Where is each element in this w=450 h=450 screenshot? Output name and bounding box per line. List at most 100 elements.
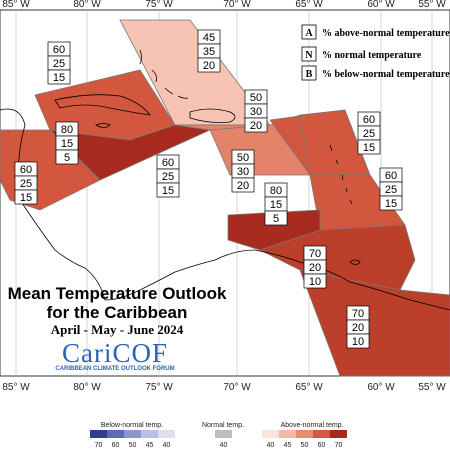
prob-above: 60 <box>53 44 65 56</box>
prob-above: 60 <box>385 170 397 182</box>
prob-above: 80 <box>270 185 282 197</box>
prob-above: 60 <box>20 164 32 176</box>
prob-below: 15 <box>53 72 65 84</box>
lon-top-label: 75° W <box>145 0 173 10</box>
prob-below: 15 <box>385 198 397 210</box>
lon-top-label: 60° W <box>367 0 395 10</box>
lon-bottom-label: 60° W <box>367 382 395 393</box>
prob-normal: 15 <box>270 199 282 211</box>
prob-box-guianas: 70 20 10 <box>346 305 370 349</box>
prob-below: 5 <box>64 152 70 164</box>
key-box-above <box>301 24 317 40</box>
prob-above: 50 <box>250 92 262 104</box>
above-swatch <box>313 430 330 438</box>
prob-below: 15 <box>20 192 32 204</box>
prob-box-bahamas: 45 35 20 <box>197 29 221 73</box>
above-swatch <box>279 430 296 438</box>
below-tick: 60 <box>112 442 120 449</box>
below-swatch <box>107 430 124 438</box>
prob-below: 20 <box>250 120 262 132</box>
prob-above: 70 <box>309 248 321 260</box>
prob-below: 10 <box>352 336 364 348</box>
prob-box-cayman-jamaica: 80 15 5 <box>55 121 79 165</box>
lon-top-label: 70° W <box>223 0 251 10</box>
prob-box-hispaniola-north: 50 30 20 <box>244 89 268 133</box>
prob-above: 80 <box>61 124 73 136</box>
prob-below: 15 <box>162 185 174 197</box>
above-tick: 60 <box>318 442 326 449</box>
prob-box-abc-islands: 80 15 5 <box>264 182 288 226</box>
prob-normal: 25 <box>53 58 65 70</box>
prob-below: 20 <box>237 180 249 192</box>
prob-below: 20 <box>203 60 215 72</box>
key-text-above: % above-normal temperature <box>322 28 450 39</box>
lon-labels-top: 85° W 80° W 75° W 70° W 65° W 60° W 55° … <box>2 0 446 10</box>
prob-normal: 25 <box>363 128 375 140</box>
key-text-below: % below-normal temperature <box>322 69 450 80</box>
lon-bottom-label: 75° W <box>145 382 173 393</box>
logo-name: CariCOF <box>61 338 168 368</box>
map-title-line2: for the Caribbean <box>46 303 188 322</box>
legend-normal-label: Normal temp. <box>202 422 244 429</box>
forecast-period: April - May - June 2024 <box>50 322 184 337</box>
lon-bottom-label: 80° W <box>73 382 101 393</box>
below-swatch <box>90 430 107 438</box>
prob-normal: 20 <box>309 262 321 274</box>
above-tick: 70 <box>335 442 343 449</box>
prob-normal: 15 <box>61 138 73 150</box>
color-legend: Below-normal temp. Normal temp. Above-no… <box>90 422 347 449</box>
prob-below: 10 <box>309 276 321 288</box>
key-letter-above: A <box>305 28 313 39</box>
lon-labels-bottom: 85° W 80° W 75° W 70° W 65° W 60° W 55° … <box>2 382 446 393</box>
above-swatch <box>296 430 313 438</box>
lon-top-label: 80° W <box>73 0 101 10</box>
key-box-normal <box>301 46 317 62</box>
normal-swatch <box>215 430 232 438</box>
region-guianas <box>299 269 450 377</box>
key-text-normal: % normal temperature <box>322 50 422 61</box>
prob-above: 50 <box>237 152 249 164</box>
prob-box-caribbean-south: 60 25 15 <box>156 154 180 198</box>
prob-normal: 30 <box>250 106 262 118</box>
prob-normal: 25 <box>385 184 397 196</box>
above-tick: 40 <box>267 442 275 449</box>
caricof-logo: CariCOF CARIBBEAN CLIMATE OUTLOOK FORUM <box>40 338 190 373</box>
legend-above-label: Above-normal temp. <box>280 422 343 429</box>
prob-above: 45 <box>203 32 215 44</box>
prob-box-leeward-islands: 60 25 15 <box>357 111 381 155</box>
normal-tick: 40 <box>220 442 228 449</box>
map-title-line1: Mean Temperature Outlook <box>7 284 227 303</box>
prob-below: 5 <box>273 213 279 225</box>
prob-normal: 20 <box>352 322 364 334</box>
lon-bottom-label: 65° W <box>295 382 323 393</box>
key-letter-normal: N <box>305 50 313 61</box>
above-tick: 45 <box>284 442 292 449</box>
prob-box-hispaniola-south: 50 30 20 <box>231 149 255 193</box>
below-tick: 70 <box>95 442 103 449</box>
prob-box-central-america: 60 25 15 <box>14 161 38 205</box>
lon-top-label: 85° W <box>2 0 30 10</box>
lon-top-label: 55° W <box>418 0 446 10</box>
prob-normal: 25 <box>162 171 174 183</box>
below-swatch <box>124 430 141 438</box>
legend-below-label: Below-normal temp. <box>101 422 163 429</box>
prob-box-windward-islands: 60 25 15 <box>379 167 403 211</box>
lon-bottom-label: 85° W <box>2 382 30 393</box>
prob-below: 15 <box>363 142 375 154</box>
probability-key: A % above-normal temperature N % normal … <box>301 24 450 81</box>
above-tick: 50 <box>301 442 309 449</box>
prob-normal: 30 <box>237 166 249 178</box>
prob-box-trinidad: 70 20 10 <box>303 245 327 289</box>
prob-normal: 35 <box>203 46 215 58</box>
below-tick: 50 <box>129 442 137 449</box>
lon-bottom-label: 55° W <box>418 382 446 393</box>
lon-top-label: 65° W <box>295 0 323 10</box>
below-tick: 45 <box>146 442 154 449</box>
prob-box-cuba-belize: 60 25 15 <box>47 41 71 85</box>
prob-above: 60 <box>162 157 174 169</box>
key-letter-below: B <box>306 69 313 80</box>
logo-subtitle: CARIBBEAN CLIMATE OUTLOOK FORUM <box>55 366 175 372</box>
prob-normal: 25 <box>20 178 32 190</box>
below-swatch <box>141 430 158 438</box>
